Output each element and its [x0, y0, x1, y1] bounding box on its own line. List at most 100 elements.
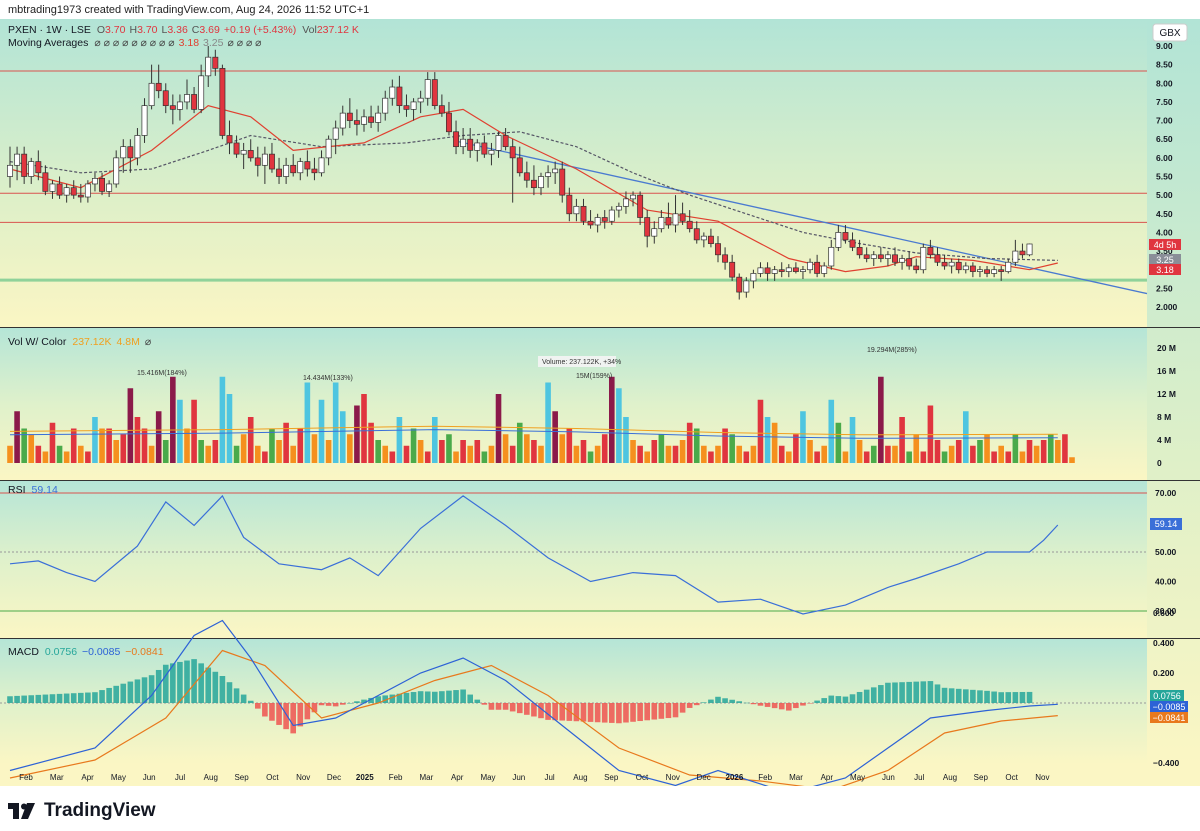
time-tick: Jul: [544, 773, 554, 782]
time-tick: Nov: [666, 773, 680, 782]
candle: [941, 254, 948, 270]
candle: [906, 251, 913, 270]
macd-histogram-bar: [920, 681, 927, 703]
macd-histogram-bar: [481, 703, 488, 705]
candle: [495, 131, 502, 158]
candle: [877, 247, 884, 263]
candle: [99, 172, 105, 196]
macd-histogram-bar: [28, 695, 35, 703]
macd-histogram-bar: [524, 703, 530, 715]
price-tick: 5.50: [1156, 172, 1173, 182]
vol-annotation: 19.294M(285%): [867, 347, 917, 354]
candle-body: [311, 168, 318, 174]
volume-bar: [786, 451, 792, 463]
volume-bar: [601, 434, 608, 463]
candle-body: [608, 209, 615, 222]
candle: [446, 101, 452, 136]
candle-body: [842, 232, 849, 241]
candle-body: [672, 213, 679, 226]
volume-bar: [1012, 434, 1019, 463]
macd-histogram-bar: [870, 687, 877, 703]
candle: [389, 79, 396, 106]
price-tick: 8.00: [1156, 78, 1173, 88]
candle: [856, 239, 863, 259]
tradingview-logo[interactable]: TradingView: [8, 798, 156, 824]
macd-histogram-bar: [552, 703, 558, 721]
candle: [332, 120, 339, 155]
candle-body: [382, 97, 389, 114]
tradingview-chart[interactable]: 9.00 8.50 8.00 7.50 7.00 6.50 6.00 5.50 5.00 4.50…: [0, 19, 1200, 786]
time-tick: Jun: [143, 773, 156, 782]
volume-bar: [991, 451, 997, 463]
macd-histogram-bar: [736, 701, 743, 703]
volume-bar: [885, 445, 891, 463]
candle: [205, 46, 212, 88]
candle: [191, 87, 198, 114]
volume-bar: [269, 428, 275, 463]
volume-bar: [417, 440, 424, 463]
candle: [233, 135, 240, 158]
candle-body: [757, 267, 764, 274]
time-tick: Sep: [234, 773, 249, 782]
macd-histogram-bar: [927, 681, 934, 703]
volume-bar: [651, 440, 658, 463]
macd-histogram-bar: [446, 690, 452, 703]
candle: [474, 139, 481, 162]
macd-histogram-bar: [318, 703, 325, 706]
candle: [467, 128, 474, 158]
candle-body: [446, 112, 452, 133]
candle: [637, 191, 644, 225]
price-pane[interactable]: [0, 46, 1148, 300]
currency-badge[interactable]: GBX: [1152, 23, 1188, 42]
volume-bar: [715, 445, 721, 463]
candle: [148, 64, 155, 110]
svg-text:0.0756: 0.0756: [1153, 691, 1181, 701]
macd-histogram-bar: [757, 703, 764, 706]
candle-body: [240, 150, 247, 155]
macd-histogram-bar: [559, 703, 566, 721]
candle: [134, 128, 141, 166]
volume-bar: [580, 440, 587, 463]
candle-body: [247, 150, 254, 159]
candle: [807, 258, 813, 274]
macd-tick: −0.400: [1153, 758, 1180, 768]
macd-histogram-bar: [516, 703, 523, 714]
volume-bar: [998, 445, 1004, 463]
candle-body: [488, 150, 495, 155]
macd-badges: 0.0756 −0.0085 −0.0841: [1150, 690, 1188, 723]
volume-bar: [814, 451, 820, 463]
candle: [743, 277, 750, 298]
macd-histogram-bar: [573, 703, 580, 722]
candle: [42, 165, 49, 196]
macd-histogram-bar: [198, 663, 204, 703]
candle-body: [665, 217, 672, 226]
candle-body: [587, 220, 594, 226]
macd-histogram-bar: [1012, 692, 1019, 703]
rsi-pane[interactable]: [0, 492, 1147, 615]
macd-pane[interactable]: [0, 619, 1147, 787]
candle: [297, 157, 304, 181]
volume-bar: [49, 422, 56, 463]
time-tick: Aug: [204, 773, 218, 782]
time-tick: 2025: [356, 773, 374, 782]
volume-bar: [460, 440, 466, 463]
svg-text:Moving Averages⌀ ⌀ ⌀ ⌀ ⌀ ⌀ ⌀ ⌀: Moving Averages ⌀ ⌀ ⌀ ⌀ ⌀ ⌀ ⌀ ⌀ ⌀ 3.18 3.25…: [8, 37, 262, 49]
candle-body: [552, 168, 559, 174]
volume-pane[interactable]: [7, 376, 1075, 463]
volume-pane-bg: [0, 328, 1147, 480]
macd-histogram-bar: [1026, 691, 1033, 703]
volume-bar: [233, 445, 240, 463]
rsi-tick: 50.00: [1155, 547, 1177, 557]
volume-bar: [247, 417, 254, 463]
candle: [127, 139, 134, 173]
candle-body: [1012, 250, 1019, 263]
volume-bar: [1033, 445, 1040, 463]
volume-bar: [14, 411, 20, 463]
volume-bar: [191, 399, 197, 463]
candle: [184, 79, 190, 110]
candle: [77, 183, 84, 203]
candle-body: [14, 153, 21, 166]
macd-histogram-bar: [304, 703, 311, 720]
macd-histogram-bar: [849, 694, 856, 703]
svg-text:Volume: 237.122K, +34%: Volume: 237.122K, +34%: [542, 359, 621, 366]
